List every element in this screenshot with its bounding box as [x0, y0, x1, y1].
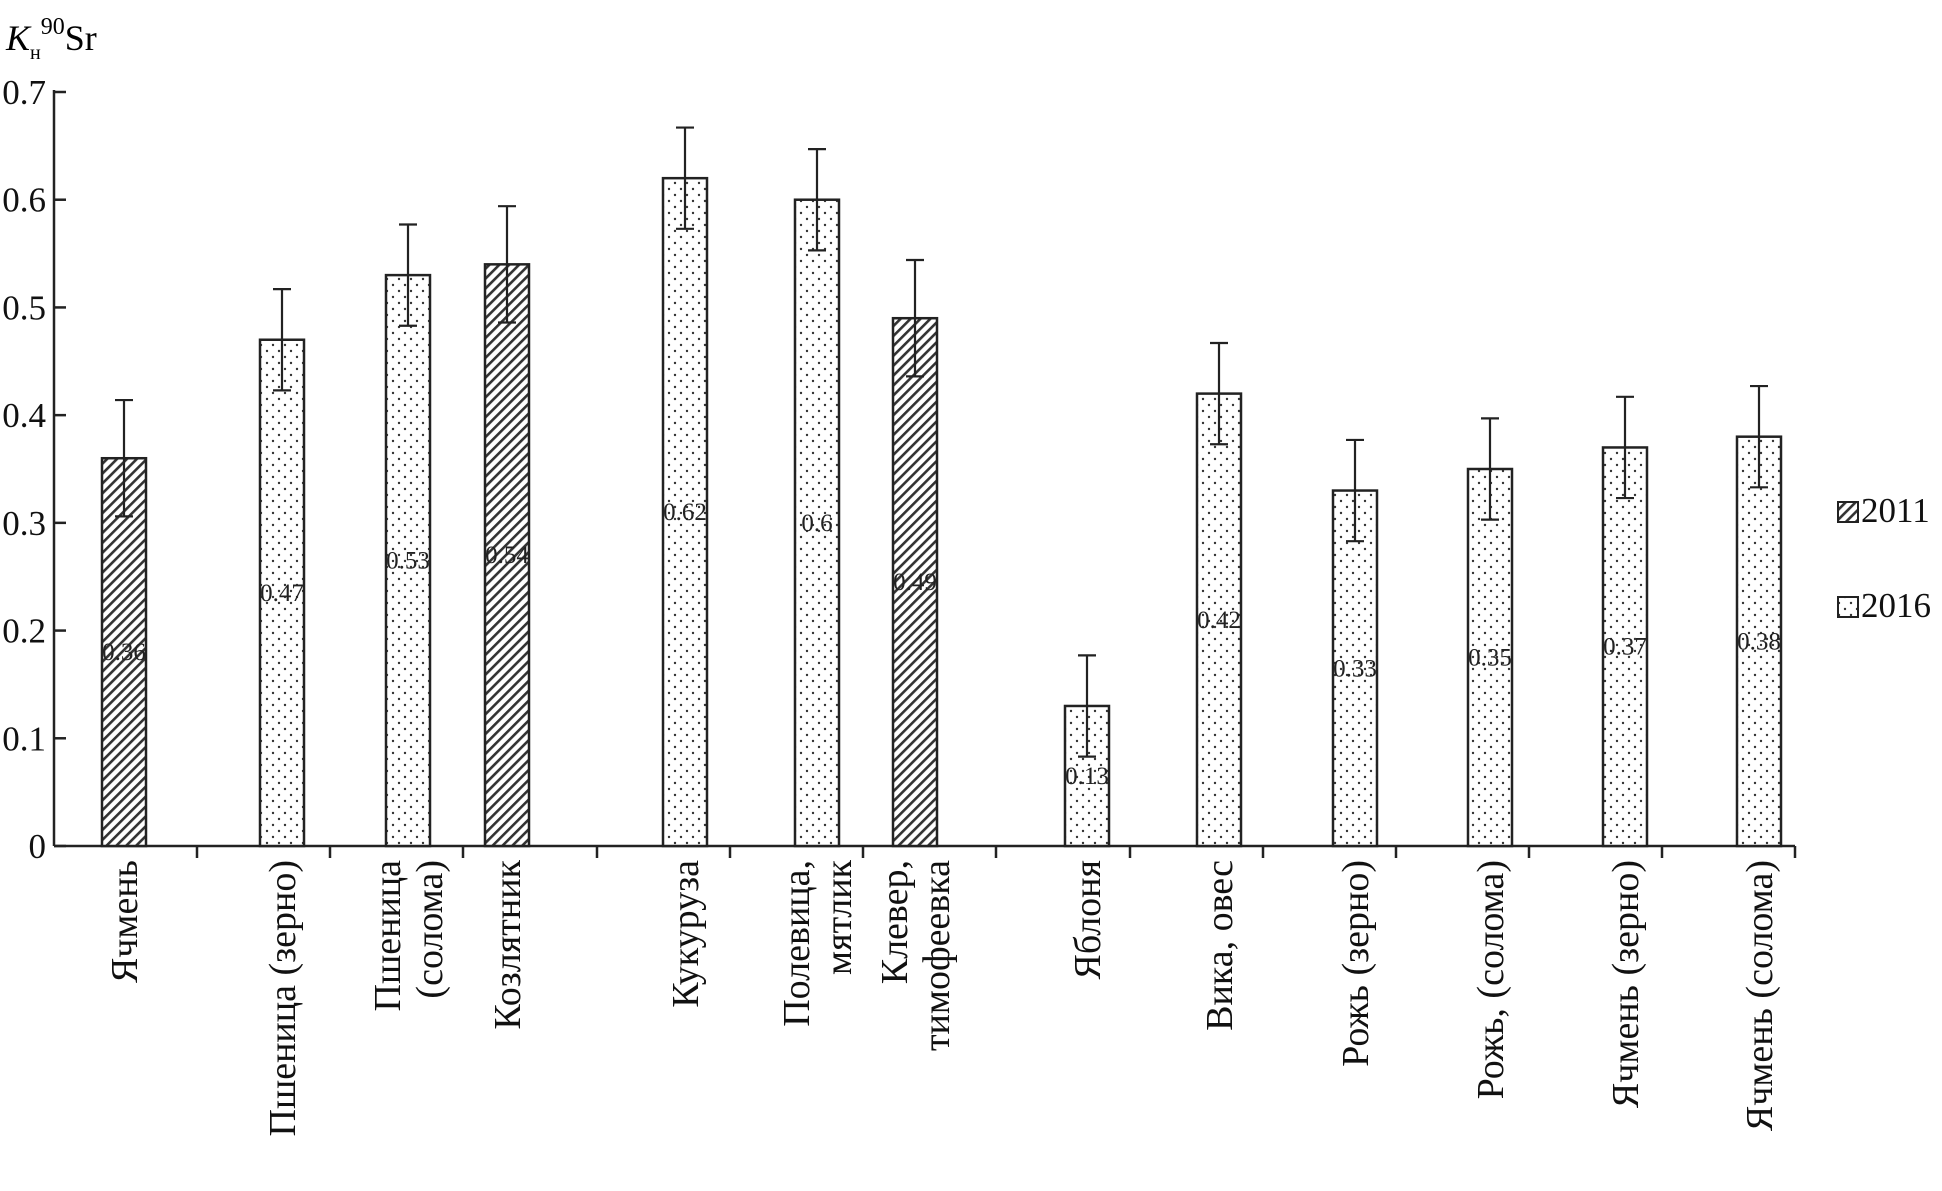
data-label: 0.35 [1468, 645, 1512, 672]
category-label: тимофеевка [916, 860, 958, 1051]
category-label: Клевер, [874, 860, 916, 984]
legend-label: 2016 [1861, 586, 1931, 625]
bar[interactable] [1331, 489, 1379, 848]
category-label: Вика, овес [1199, 860, 1241, 1031]
y-tick-label: 0.2 [2, 612, 46, 651]
category-label: Ячмень (зерно) [1605, 860, 1647, 1108]
data-label: 0.62 [663, 499, 707, 526]
data-label: 0.37 [1603, 634, 1647, 661]
data-label: 0.49 [893, 569, 937, 596]
category-label: Пшеница (зерно) [262, 860, 304, 1136]
legend-swatch [1837, 501, 1859, 523]
data-label: 0.36 [102, 639, 146, 666]
y-tick-label: 0 [29, 827, 47, 866]
data-label: 0.42 [1197, 607, 1241, 634]
y-axis-label-rest: Sr [65, 18, 97, 58]
category-label: Полевица, [776, 860, 818, 1027]
bar[interactable] [661, 176, 709, 848]
data-label: 0.53 [386, 548, 430, 575]
y-axis-label-sub: н [30, 42, 41, 64]
category-label: Ячмень [104, 860, 146, 983]
axes: 0 0.1 0.2 0.3 0.4 0.5 0.6 0.7 [2, 73, 1797, 866]
category-label: Пшеница [367, 860, 409, 1012]
y-tick-label: 0.4 [2, 396, 46, 435]
category-label: Яблоня [1067, 860, 1109, 980]
bar[interactable] [1601, 446, 1649, 848]
bars-group: 0.36 Ячмень 0.47 Пшеница (зерно) 0.53 Пшеница… [100, 126, 1783, 1136]
y-tick-label: 0.7 [2, 73, 46, 112]
bar[interactable] [483, 263, 531, 848]
data-label: 0.6 [801, 510, 832, 537]
category-label: Рожь (зерно) [1335, 860, 1377, 1067]
data-label: 0.38 [1737, 628, 1781, 655]
y-axis-label: Kн90Sr [5, 14, 97, 64]
data-label: 0.13 [1065, 763, 1109, 790]
category-label: мятлик [818, 859, 860, 974]
y-axis-label-base: K [5, 18, 32, 58]
category-label: Кукуруза [665, 860, 707, 1008]
y-tick-label: 0.5 [2, 288, 46, 327]
y-tick-label: 0.1 [2, 719, 46, 758]
legend-swatch [1837, 596, 1859, 618]
legend-label: 2011 [1861, 491, 1930, 530]
category-label: Ячмень (солома) [1739, 860, 1781, 1131]
category-label: Рожь, (солома) [1470, 860, 1512, 1099]
legend: 2011 2016 [1837, 491, 1931, 625]
bar[interactable] [258, 338, 306, 848]
y-tick-label: 0.6 [2, 181, 46, 220]
data-label: 0.33 [1333, 655, 1377, 682]
y-axis-label-sup: 90 [41, 14, 65, 40]
category-label: Козлятник [487, 859, 529, 1029]
y-tick-label: 0.3 [2, 504, 46, 543]
bar[interactable] [1466, 467, 1514, 848]
data-label: 0.47 [260, 580, 304, 607]
bar[interactable] [793, 198, 841, 848]
category-label: (солома) [409, 860, 451, 999]
data-label: 0.54 [485, 542, 529, 569]
